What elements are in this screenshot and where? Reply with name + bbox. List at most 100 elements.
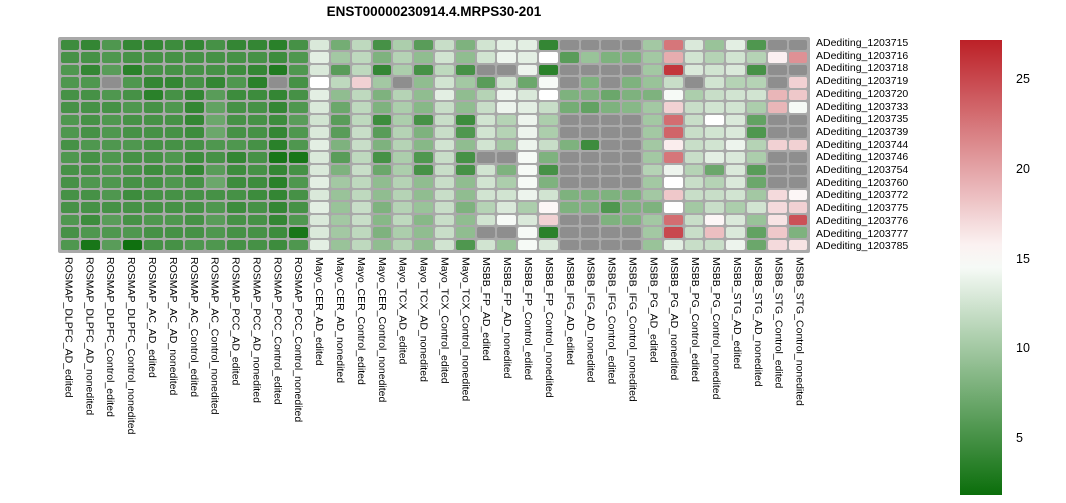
heatmap-cell bbox=[81, 202, 101, 213]
heatmap-cell bbox=[622, 89, 642, 101]
heatmap-cell bbox=[330, 127, 350, 138]
heatmap-cell bbox=[643, 239, 662, 251]
heatmap-cell bbox=[497, 39, 517, 51]
heatmap-cell bbox=[559, 227, 579, 238]
heatmap-cell bbox=[539, 164, 558, 176]
heatmap-cell bbox=[767, 139, 787, 151]
heatmap-cell bbox=[539, 189, 558, 201]
heatmap-cell bbox=[60, 139, 80, 151]
heatmap-cell bbox=[372, 127, 392, 138]
heatmap-cell bbox=[102, 64, 121, 76]
heatmap-cell bbox=[372, 114, 392, 126]
heatmap-cell bbox=[122, 227, 142, 238]
heatmap-cell bbox=[767, 214, 787, 226]
heatmap-cell bbox=[206, 102, 225, 113]
heatmap-cell bbox=[372, 202, 392, 213]
heatmap-cell bbox=[226, 64, 246, 76]
heatmap-cell bbox=[206, 164, 225, 176]
heatmap-cell bbox=[601, 214, 621, 226]
heatmap-cell bbox=[622, 127, 642, 138]
heatmap-cell bbox=[330, 164, 350, 176]
heatmap-cell bbox=[788, 77, 808, 88]
heatmap-cell bbox=[476, 189, 496, 201]
heatmap-cell bbox=[310, 152, 329, 163]
heatmap-cell bbox=[351, 52, 371, 63]
colorbar-tick-label: 5 bbox=[1016, 430, 1023, 445]
heatmap-cell bbox=[81, 139, 101, 151]
heatmap-cell bbox=[726, 164, 746, 176]
heatmap-cell bbox=[102, 77, 121, 88]
heatmap-cell bbox=[226, 127, 246, 138]
heatmap-cell bbox=[122, 152, 142, 163]
heatmap-cell bbox=[60, 52, 80, 63]
heatmap-cell bbox=[601, 152, 621, 163]
heatmap-cell bbox=[60, 202, 80, 213]
heatmap-cell bbox=[206, 177, 225, 188]
heatmap-cell bbox=[330, 239, 350, 251]
heatmap-cell bbox=[393, 89, 413, 101]
heatmap-cell bbox=[143, 177, 163, 188]
heatmap-cell bbox=[455, 202, 475, 213]
heatmap-cell bbox=[434, 77, 454, 88]
heatmap-cell bbox=[476, 164, 496, 176]
heatmap-cell bbox=[185, 152, 205, 163]
heatmap-cell bbox=[622, 77, 642, 88]
column-label: ROSMAP_PCC_AD_edited bbox=[229, 257, 242, 386]
heatmap-cell bbox=[310, 177, 329, 188]
heatmap-cell bbox=[747, 127, 766, 138]
heatmap-cell bbox=[705, 102, 725, 113]
heatmap-cell bbox=[455, 52, 475, 63]
heatmap-cell bbox=[122, 77, 142, 88]
heatmap-cell bbox=[414, 102, 433, 113]
heatmap-cell bbox=[476, 102, 496, 113]
heatmap-cell bbox=[622, 239, 642, 251]
heatmap-cell bbox=[102, 127, 121, 138]
heatmap-cell bbox=[122, 164, 142, 176]
heatmap-cell bbox=[206, 214, 225, 226]
heatmap-cell bbox=[185, 164, 205, 176]
heatmap-cell bbox=[164, 239, 184, 251]
heatmap-cell bbox=[393, 177, 413, 188]
column-label: MSBB_IFG_AD_edited bbox=[563, 257, 576, 365]
heatmap-cell bbox=[747, 177, 766, 188]
heatmap-cell bbox=[247, 152, 267, 163]
heatmap-cell bbox=[580, 239, 600, 251]
heatmap-cell bbox=[455, 214, 475, 226]
heatmap-cell bbox=[206, 89, 225, 101]
heatmap-cell bbox=[643, 39, 662, 51]
heatmap-cell bbox=[310, 39, 329, 51]
heatmap-cell bbox=[414, 77, 433, 88]
heatmap-cell bbox=[539, 39, 558, 51]
heatmap-cell bbox=[747, 239, 766, 251]
heatmap-cell bbox=[351, 64, 371, 76]
heatmap-cell bbox=[268, 177, 288, 188]
heatmap-cell bbox=[705, 152, 725, 163]
heatmap-cell bbox=[81, 64, 101, 76]
heatmap-cell bbox=[185, 102, 205, 113]
heatmap-cell bbox=[60, 89, 80, 101]
heatmap-cell bbox=[330, 52, 350, 63]
heatmap-cell bbox=[372, 177, 392, 188]
heatmap-cell bbox=[539, 152, 558, 163]
heatmap-cell bbox=[601, 77, 621, 88]
heatmap-cell bbox=[476, 152, 496, 163]
column-label: ROSMAP_DLPFC_AD_nonedited bbox=[83, 257, 96, 416]
heatmap-cell bbox=[622, 177, 642, 188]
heatmap-cell bbox=[310, 127, 329, 138]
heatmap-cell bbox=[622, 39, 642, 51]
heatmap-cell bbox=[122, 114, 142, 126]
column-label: MSBB_IFG_Control_edited bbox=[605, 257, 618, 385]
heatmap-cell bbox=[143, 214, 163, 226]
heatmap-cell bbox=[393, 52, 413, 63]
heatmap-cell bbox=[310, 214, 329, 226]
heatmap-cell bbox=[247, 227, 267, 238]
row-label: ADediting_1203718 bbox=[816, 62, 909, 75]
heatmap-cell bbox=[289, 239, 309, 251]
heatmap-cell bbox=[788, 64, 808, 76]
heatmap-cell bbox=[726, 214, 746, 226]
heatmap-cell bbox=[164, 177, 184, 188]
colorbar bbox=[960, 40, 1002, 495]
heatmap-cell bbox=[289, 52, 309, 63]
heatmap-cell bbox=[622, 152, 642, 163]
